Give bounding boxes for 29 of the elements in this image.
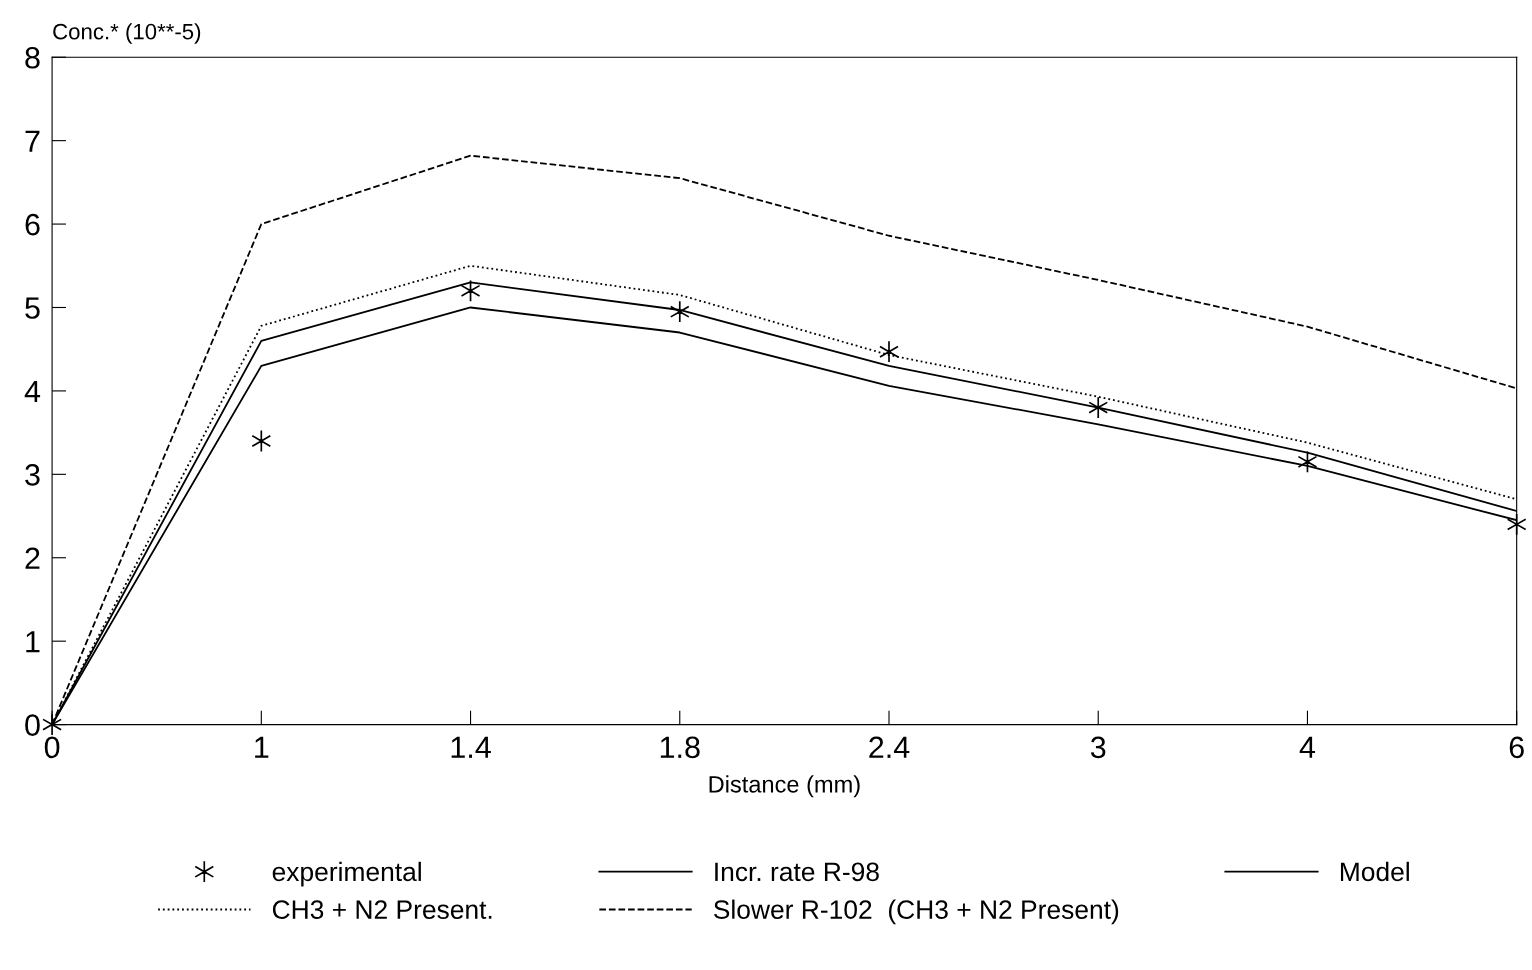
x-tick-label: 3 xyxy=(1090,736,1106,759)
y-tick-label: 8 xyxy=(25,46,40,69)
y-axis-title: Conc.* (10**-5) xyxy=(53,23,201,44)
point xyxy=(1088,396,1109,419)
legend-label: Incr. rate R-98 xyxy=(715,862,879,882)
point xyxy=(1506,513,1527,536)
legend-label: Model xyxy=(1340,861,1409,882)
x-tick-label: 0 xyxy=(44,736,60,759)
y-tick-label: 7 xyxy=(25,130,40,152)
x-axis-title: Distance (mm) xyxy=(709,775,860,798)
x-tick-label: 4 xyxy=(1299,736,1316,758)
y-tick-label: 0 xyxy=(25,714,40,736)
legend-label: Slower R-102 (CH3 + N2 Present) xyxy=(714,899,1119,925)
legend-label: CH3 + N2 Present. xyxy=(272,900,492,919)
point xyxy=(879,340,899,363)
y-tick-label: 5 xyxy=(25,297,40,319)
y-tick-label: 1 xyxy=(26,631,40,653)
legend-label: experimental xyxy=(272,861,421,887)
point xyxy=(251,429,272,453)
x-tick-label: 6 xyxy=(1509,736,1524,759)
y-tick-label: 4 xyxy=(24,380,41,402)
x-tick-label: 2.4 xyxy=(869,736,910,758)
x-tick-label: 1.8 xyxy=(660,736,700,759)
y-tick-label: 2 xyxy=(25,547,40,569)
y-tick-label: 6 xyxy=(25,213,40,236)
point xyxy=(669,300,690,323)
y-tick-label: 3 xyxy=(25,464,40,486)
x-tick-label: 1 xyxy=(255,736,269,758)
x-tick-label: 1.4 xyxy=(451,736,491,758)
